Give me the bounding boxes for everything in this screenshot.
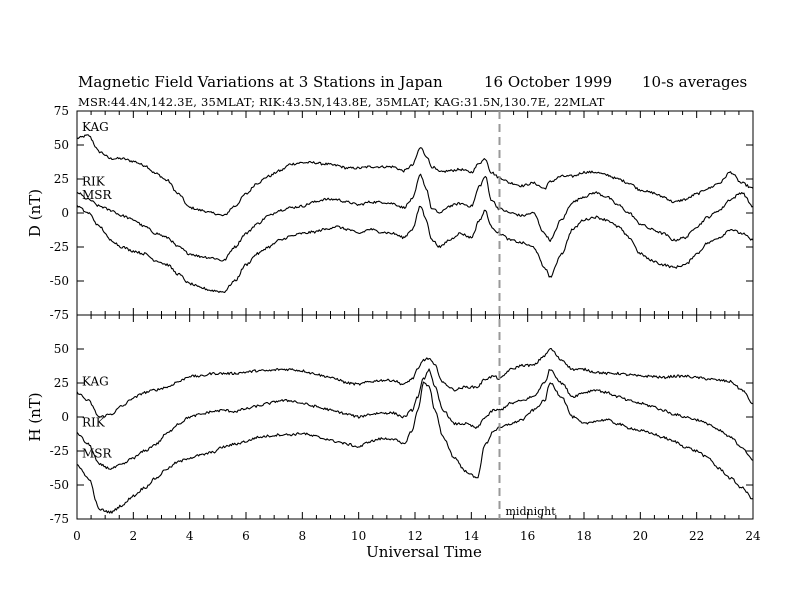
x-tick-label: 20 xyxy=(633,529,648,543)
x-axis-label: Universal Time xyxy=(366,543,482,561)
y-tick-label: 50 xyxy=(54,342,69,356)
station-coordinates: MSR:44.4N,142.3E, 35MLAT; RIK:43.5N,143.… xyxy=(78,95,605,109)
series-line-kag xyxy=(76,348,754,418)
y-tick-label: 50 xyxy=(54,138,69,152)
y-tick-label: 0 xyxy=(61,206,69,220)
series-label-kag: KAG xyxy=(82,375,109,389)
y-tick-label: 25 xyxy=(54,172,69,186)
series-line-rik xyxy=(76,173,754,262)
series-label-msr: MSR xyxy=(82,447,113,461)
x-tick-label: 12 xyxy=(407,529,422,543)
x-tick-label: 14 xyxy=(464,529,480,543)
panel-frame xyxy=(76,110,754,316)
y-tick-label: 75 xyxy=(54,104,69,118)
chart-averaging: 10-s averages xyxy=(642,73,748,91)
y-tick-label: -25 xyxy=(50,240,69,254)
x-tick-label: 22 xyxy=(689,529,704,543)
series-line-rik xyxy=(76,368,754,470)
x-tick-label: 8 xyxy=(299,529,307,543)
series-line-kag xyxy=(76,134,754,217)
x-tick-label: 18 xyxy=(576,529,591,543)
series-label-rik: RIK xyxy=(82,415,106,429)
x-tick-label: 0 xyxy=(73,529,81,543)
y-axis-label: D (nT) xyxy=(26,189,44,237)
y-axis-label: H (nT) xyxy=(26,392,44,441)
series-line-msr xyxy=(76,381,754,514)
series-label-rik: RIK xyxy=(82,175,106,189)
series-label-kag: KAG xyxy=(82,120,109,134)
x-tick-label: 24 xyxy=(745,529,761,543)
x-tick-label: 16 xyxy=(520,529,535,543)
x-tick-label: 4 xyxy=(186,529,194,543)
midnight-label: midnight xyxy=(506,505,557,518)
y-tick-label: 25 xyxy=(54,376,69,390)
y-tick-label: -25 xyxy=(50,444,69,458)
y-tick-label: -75 xyxy=(50,308,69,322)
series-label-msr: MSR xyxy=(82,188,113,202)
x-tick-label: 2 xyxy=(130,529,138,543)
series-line-msr xyxy=(76,204,754,294)
y-tick-label: -50 xyxy=(50,274,69,288)
h-panel: 50 25 0 -25 -50 -75 H (nT) KAG RIK MSR xyxy=(26,314,754,526)
chart-title: Magnetic Field Variations at 3 Stations … xyxy=(78,73,443,91)
y-tick-label: 0 xyxy=(61,410,69,424)
x-tick-label: 10 xyxy=(351,529,366,543)
chart-date: 16 October 1999 xyxy=(484,73,613,91)
y-tick-label: -50 xyxy=(50,478,69,492)
x-tick-label: 6 xyxy=(242,529,250,543)
y-tick-label: -75 xyxy=(50,512,69,526)
